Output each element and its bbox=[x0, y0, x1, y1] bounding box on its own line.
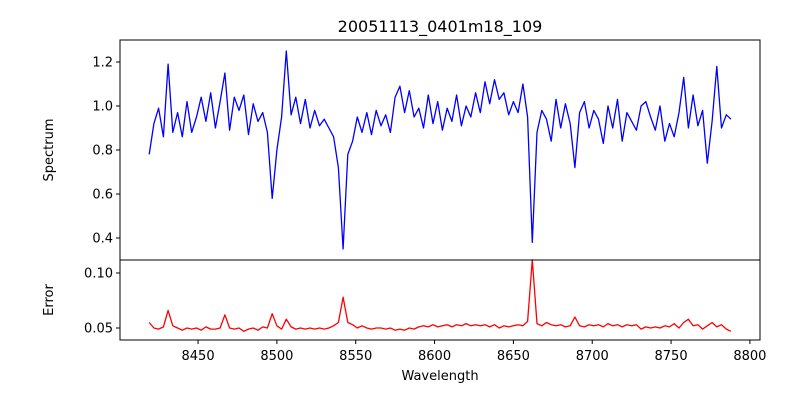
spectrum-y-tick-label: 1.0 bbox=[92, 100, 113, 115]
chart-title: 20051113_0401m18_109 bbox=[338, 17, 543, 37]
spectrum-y-tick-label: 0.8 bbox=[92, 144, 113, 159]
x-tick-label: 8450 bbox=[182, 349, 215, 364]
x-tick-label: 8700 bbox=[576, 349, 609, 364]
error-y-tick-label: 0.05 bbox=[84, 322, 113, 337]
spectrum-y-axis-label: Spectrum bbox=[42, 119, 57, 182]
x-tick-label: 8650 bbox=[497, 349, 530, 364]
x-tick-label: 8800 bbox=[733, 349, 766, 364]
error-y-axis-label: Error bbox=[42, 284, 57, 316]
x-axis-label: Wavelength bbox=[401, 369, 478, 384]
x-tick-label: 8550 bbox=[339, 349, 372, 364]
x-tick-label: 8500 bbox=[260, 349, 293, 364]
spectrum-line bbox=[148, 50, 732, 250]
spectrum-y-tick-label: 0.4 bbox=[92, 232, 113, 247]
spectrum-y-tick-label: 0.6 bbox=[92, 188, 113, 203]
error-y-tick-label: 0.10 bbox=[84, 266, 113, 281]
spectrum-y-tick-label: 1.2 bbox=[92, 56, 113, 71]
x-tick-label: 8750 bbox=[655, 349, 688, 364]
error-axes-frame bbox=[119, 259, 761, 341]
spectrum-axes-frame bbox=[119, 39, 761, 261]
error-line bbox=[148, 259, 732, 332]
x-tick-label: 8600 bbox=[418, 349, 451, 364]
